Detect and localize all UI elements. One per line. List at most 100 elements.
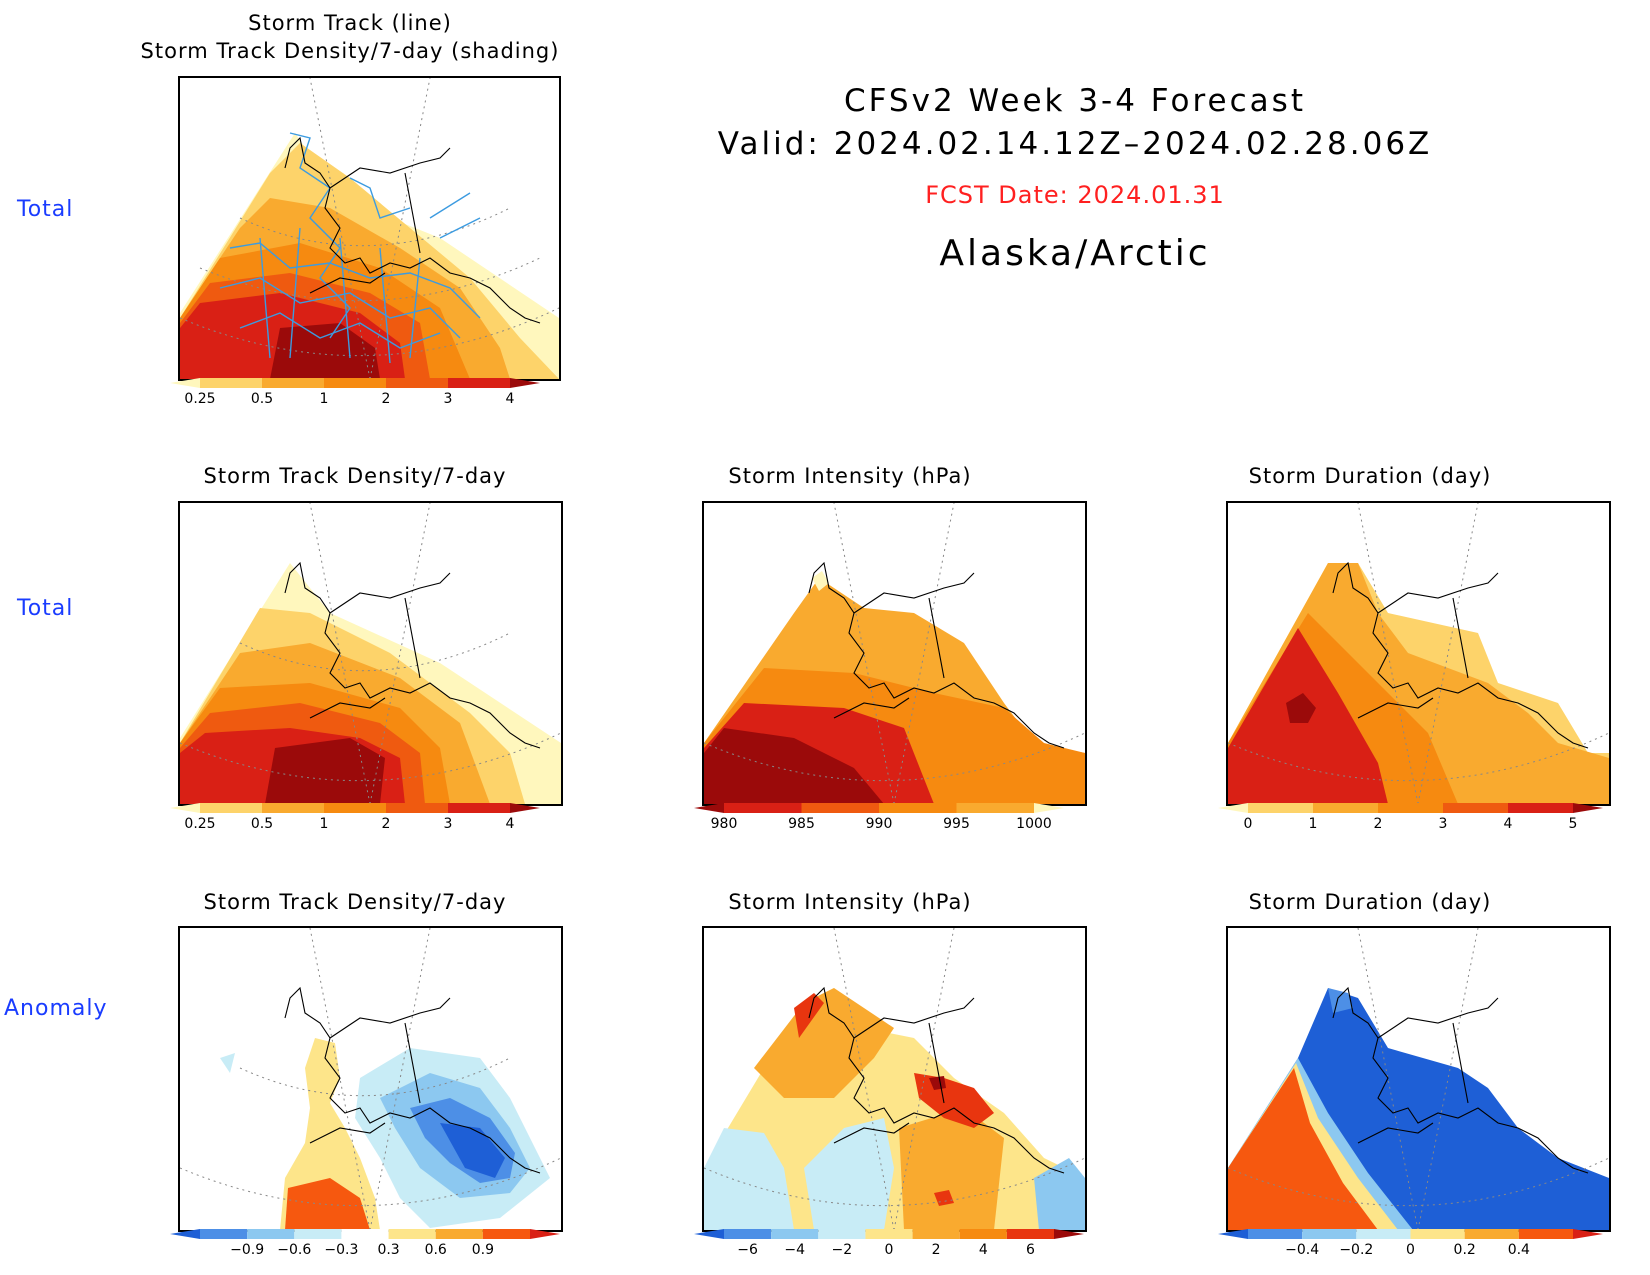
colorbar-cap-low <box>170 803 200 813</box>
colorbar-segment <box>341 1229 389 1239</box>
colorbar-tick-label: −4 <box>784 1242 805 1258</box>
panel4-title: Storm Duration (day) <box>1248 464 1492 488</box>
colorbar-segment <box>262 378 324 388</box>
colorbar-cap-high <box>1034 803 1064 813</box>
panel3-map <box>702 501 1087 806</box>
colorbar-segment <box>435 1229 483 1239</box>
panel1-title-line2: Storm Track Density/7-day (shading) <box>140 39 560 63</box>
colorbar-tick-label: 0.9 <box>472 1242 494 1258</box>
panel1-map <box>178 76 561 381</box>
colorbar-duration-total: 0 1 2 3 4 5 <box>1218 800 1618 840</box>
panel7-map <box>1226 926 1611 1232</box>
colorbar-tick-label: 2 <box>1374 816 1383 832</box>
colorbar-tick-label: −0.4 <box>1285 1242 1319 1258</box>
colorbar-tick-label: 6 <box>1026 1242 1035 1258</box>
colorbar-tick-label: 1 <box>1309 816 1318 832</box>
colorbar-segment <box>294 1229 342 1239</box>
colorbar-tick-label: 3 <box>444 816 453 832</box>
colorbar-cap-low <box>170 1229 200 1239</box>
colorbar-tick-label: 0 <box>1406 1242 1415 1258</box>
panel6-map <box>702 926 1087 1232</box>
colorbar-tick-label: 5 <box>1569 816 1578 832</box>
colorbar-segment <box>1248 803 1313 813</box>
colorbar-tick-label: 0.25 <box>184 391 215 407</box>
colorbar-segment <box>200 1229 248 1239</box>
colorbar-segment <box>801 803 879 813</box>
colorbar-segment <box>724 1229 772 1239</box>
row-label-anomaly: Anomaly <box>4 996 108 1021</box>
colorbar-tick-label: 990 <box>866 816 893 832</box>
density-shading <box>180 133 559 379</box>
colorbar-tick-label: 985 <box>788 816 815 832</box>
colorbar-cap-high <box>1573 803 1603 813</box>
colorbar-tick-label: 2 <box>382 391 391 407</box>
colorbar-segment <box>818 1229 866 1239</box>
colorbar-tick-label: 0.5 <box>251 391 273 407</box>
row-label-total-2: Total <box>17 596 74 621</box>
colorbar-segment <box>1313 803 1378 813</box>
colorbar-tick-label: 995 <box>943 816 970 832</box>
colorbar-segment <box>448 378 510 388</box>
colorbar-tick-label: 0.25 <box>184 816 215 832</box>
colorbar-tick-label: 980 <box>711 816 738 832</box>
colorbar-cap-high <box>1054 1229 1084 1239</box>
colorbar-tick-label: 1000 <box>1016 816 1052 832</box>
colorbar-cap-low <box>1218 803 1248 813</box>
colorbar-cap-high <box>510 378 540 388</box>
colorbar-cap-high <box>530 1229 560 1239</box>
colorbar-intensity-anomaly: −6 −4 −2 0 2 4 6 <box>694 1226 1094 1266</box>
colorbar-segment <box>388 1229 436 1239</box>
colorbar-duration-anomaly: −0.4 −0.2 0 0.2 0.4 <box>1218 1226 1618 1266</box>
colorbar-tick-label: 0.2 <box>1454 1242 1476 1258</box>
colorbar-segment <box>1356 1229 1411 1239</box>
header-title: CFSv2 Week 3-4 Forecast <box>844 83 1306 119</box>
colorbar-segment <box>386 803 448 813</box>
colorbar-segment <box>1302 1229 1357 1239</box>
colorbar-tick-label: −0.6 <box>277 1242 311 1258</box>
colorbar-tick-label: 0 <box>885 1242 894 1258</box>
colorbar-tick-label: 0 <box>1244 816 1253 832</box>
colorbar-tick-label: 4 <box>1504 816 1513 832</box>
colorbar-density-total-1: 0.25 0.5 1 2 3 4 <box>170 375 560 415</box>
colorbar-segment <box>865 1229 913 1239</box>
colorbar-segment <box>1464 1229 1519 1239</box>
colorbar-segment <box>448 803 510 813</box>
region-title: Alaska/Arctic <box>939 233 1211 274</box>
colorbar-tick-label: 4 <box>506 391 515 407</box>
colorbar-tick-label: −0.9 <box>230 1242 264 1258</box>
colorbar-cap-high <box>1573 1229 1603 1239</box>
colorbar-segment <box>1410 1229 1465 1239</box>
colorbar-tick-label: −2 <box>832 1242 853 1258</box>
colorbar-cap-low <box>1218 1229 1248 1239</box>
colorbar-segment <box>262 803 324 813</box>
coastline <box>284 136 541 324</box>
colorbar-tick-label: 0.5 <box>251 816 273 832</box>
panel2-map <box>178 501 563 806</box>
colorbar-segment <box>1443 803 1508 813</box>
colorbar-cap-low <box>694 803 724 813</box>
colorbar-tick-label: 0.6 <box>425 1242 447 1258</box>
panel5-title: Storm Track Density/7-day <box>203 890 507 914</box>
colorbar-segment <box>200 378 262 388</box>
colorbar-segment <box>724 803 802 813</box>
colorbar-tick-label: 3 <box>444 391 453 407</box>
colorbar-tick-label: −6 <box>737 1242 758 1258</box>
panel1-title-line1: Storm Track (line) <box>248 11 452 35</box>
panel3-title: Storm Intensity (hPa) <box>728 464 972 488</box>
colorbar-segment <box>771 1229 819 1239</box>
panel5-map <box>178 926 563 1232</box>
colorbar-segment <box>482 1229 530 1239</box>
colorbar-tick-label: 4 <box>979 1242 988 1258</box>
colorbar-tick-label: 0.4 <box>1508 1242 1530 1258</box>
forecast-date: FCST Date: 2024.01.31 <box>925 181 1225 209</box>
colorbar-segment <box>959 1229 1007 1239</box>
colorbar-tick-label: −0.2 <box>1339 1242 1373 1258</box>
panel4-map <box>1226 501 1611 806</box>
row-label-total-1: Total <box>17 197 74 222</box>
colorbar-cap-low <box>170 378 200 388</box>
colorbar-tick-label: 4 <box>506 816 515 832</box>
colorbar-segment <box>1518 1229 1573 1239</box>
header-valid-range: Valid: 2024.02.14.12Z–2024.02.28.06Z <box>717 126 1433 162</box>
colorbar-intensity-total: 980 985 990 995 1000 <box>694 800 1084 840</box>
colorbar-segment <box>956 803 1034 813</box>
